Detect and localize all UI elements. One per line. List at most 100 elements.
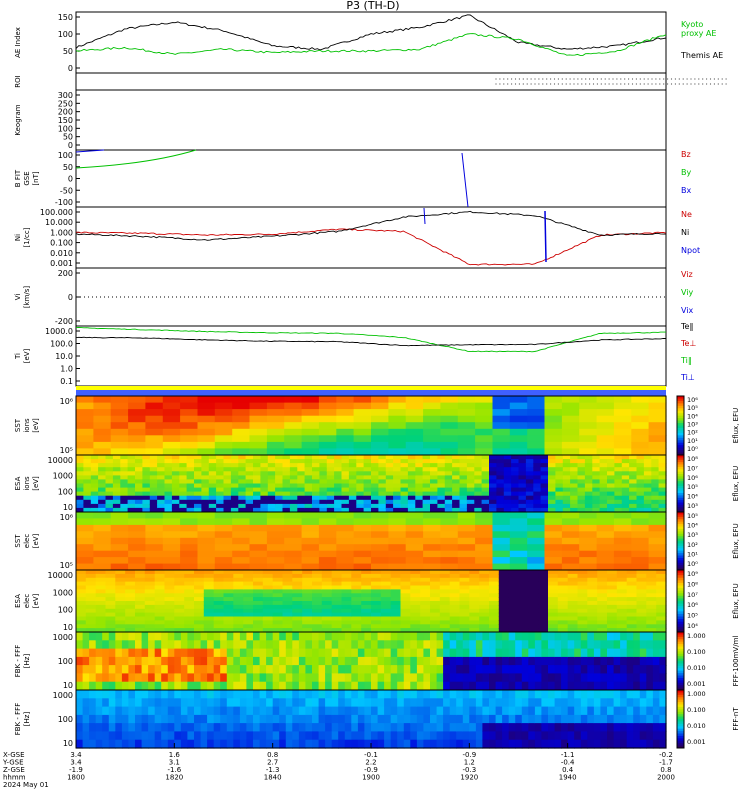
spectrogram-cell [474,475,483,481]
spectrogram-cell [577,604,588,610]
spectrogram-cell [298,706,307,716]
spectrogram-cell [584,463,593,468]
spectrogram-cell [555,495,564,501]
spectrogram-cell [318,512,337,519]
spectrogram-cell [436,706,444,716]
spectrogram-cell [154,624,166,629]
spectrogram-cell [220,714,228,724]
spectrogram-cell [348,491,357,497]
spectrogram-cell [489,665,497,674]
spectrogram-cell [385,487,394,493]
spectrogram-cell [76,656,84,666]
spectrogram-cell [371,467,379,472]
spectrogram-cell [171,491,180,497]
ylabel-bfit: [nT] [32,171,40,185]
spectrogram-cell [363,479,372,485]
spectrogram-cell [275,495,284,501]
spectrogram-cell [336,531,355,539]
spectrogram-cell [596,518,615,526]
spectrogram-cell [108,640,116,650]
spectrogram-cell [253,467,261,472]
spectrogram-cell [626,714,634,724]
spectrogram-cell [95,698,103,708]
spectrogram-cell [105,589,116,594]
spectrogram-cell [380,585,392,590]
spectrogram-cell [508,731,516,741]
spectrogram-cell [544,435,563,443]
spectrogram-cell [614,495,623,501]
spectrogram-cell [508,604,520,610]
spectrogram-cell [377,681,385,691]
spectrogram-cell [262,628,274,633]
spectrogram-cell [162,563,181,571]
spectrogram-cell [561,739,569,749]
spectrogram-cell [518,499,527,505]
spectrogram-cell [105,585,116,590]
spectrogram-cell [410,690,418,699]
colorbar-cell [677,646,684,650]
spectrogram-cell [135,581,146,587]
spectrogram-cell [76,467,84,472]
roi-dot [503,78,505,80]
spectrogram-cell [518,612,529,618]
spectrogram-cell [430,673,438,683]
spectrogram-cell [631,409,650,417]
spectrogram-cell [521,673,529,683]
spectrogram-cell [540,475,549,481]
spectrogram-cell [479,601,490,606]
spectrogram-cell [403,632,411,641]
spectrogram-cell [498,620,510,625]
spectrogram-cell [636,499,645,505]
spectrogram-cell [341,467,350,472]
spectrogram-cell [95,648,103,658]
spectrogram-cell [321,628,333,633]
spectrogram-cell [135,665,143,674]
spectrogram-cell [148,690,156,699]
spectrogram-cell [105,601,116,606]
spectrogram-cell [410,616,421,621]
spectrogram-cell [548,739,556,749]
spectrogram-cell [102,706,110,716]
spectrogram-cell [592,463,601,468]
spectrogram-cell [128,524,147,532]
spectrogram-cell [125,570,136,575]
spectrogram-cell [643,479,652,485]
spectrogram-cell [230,499,239,505]
spectrogram-cell [331,656,339,666]
colorbar-cell [677,521,684,525]
spectrogram-cell [266,731,274,741]
spectrogram-cell [174,604,185,610]
spectrogram-cell [384,640,392,650]
spectrogram-cell [127,491,136,497]
spectrogram-cell [203,616,215,621]
spectrogram-cell [380,581,392,587]
spectrogram-cell [377,698,385,708]
spectrogram-cell [164,620,175,625]
spectrogram-cell [378,455,387,460]
spectrogram-cell [260,455,269,460]
spectrogram-cell [577,589,588,594]
spectrogram-cell [456,723,464,732]
spectrogram-cell [592,503,601,509]
spectrogram-cell [213,604,225,610]
spectrogram-cell [430,459,438,464]
spectrogram-cell [557,593,569,598]
spectrogram-cell [489,597,500,602]
spectrogram-cell [267,471,276,476]
spectrogram-cell [636,597,647,602]
spectrogram-cell [613,640,621,650]
spectrogram-cell [203,608,215,614]
spectrogram-cell [639,656,647,666]
spectrogram-cell [128,731,136,741]
spectrogram-cell [639,706,647,716]
spectrogram-cell [135,589,146,594]
spectrogram-cell [475,550,494,558]
spectrogram-cell [410,632,418,641]
spectrogram-cell [253,698,261,708]
spectrogram-cell [400,479,409,485]
spectrogram-cell [466,475,475,481]
spectrogram-cell [629,491,638,497]
spectrogram-cell [321,589,333,594]
spectrogram-cell [194,608,205,614]
spectrogram-cell [371,463,379,468]
